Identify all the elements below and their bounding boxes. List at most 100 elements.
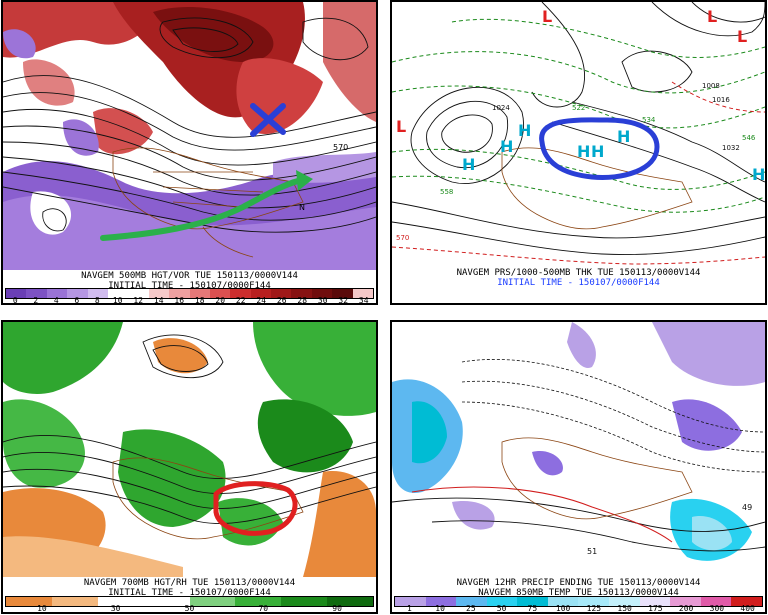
colorbar-label: 2	[33, 296, 39, 305]
label-522: 522	[572, 104, 585, 112]
green-arrow-head	[296, 170, 313, 191]
label-570: 570	[396, 234, 409, 242]
colorbar-label: 400	[740, 604, 755, 613]
high-marker-atlantic: H	[752, 165, 765, 184]
high-marker-plains-1: H	[500, 137, 513, 156]
colorbar-label: 16	[174, 296, 185, 305]
colorbar-swatch	[639, 597, 671, 606]
colorbar-swatch	[486, 597, 518, 606]
colorbar-swatch	[311, 289, 333, 298]
colorbar-swatch	[425, 597, 457, 606]
colorbar-label: 26	[276, 296, 287, 305]
colorbar-swatch	[456, 597, 487, 606]
colorbar-label: 10	[112, 296, 123, 305]
high-marker-center-1: H	[577, 142, 590, 161]
colorbar-swatch	[731, 597, 762, 606]
colorbar-swatch	[46, 289, 68, 298]
label-558: 558	[440, 188, 453, 196]
label-1032: 1032	[722, 144, 740, 152]
colorbar-swatch	[250, 289, 272, 298]
panel-precip-temperature: 49 51 NAVGEM 12HR PRECIP ENDING TUE 1501…	[390, 320, 767, 614]
low-marker-1: L	[707, 7, 717, 26]
colorbar-swatch	[578, 597, 610, 606]
blue-high-pressure-outline	[539, 117, 660, 181]
colorbar-label: 34	[358, 296, 369, 305]
colorbar-label: 25	[466, 604, 476, 613]
colorbar-swatch	[235, 597, 282, 606]
precip-colorbar	[394, 596, 763, 607]
colorbar-label: 30	[317, 296, 328, 305]
label-1008: 1008	[702, 82, 720, 90]
colorbar-swatch	[107, 289, 129, 298]
high-marker-east: H	[617, 127, 630, 146]
low-marker-2: L	[737, 27, 747, 46]
colorbar-label: 0	[12, 296, 18, 305]
colorbar-swatch	[271, 289, 292, 298]
caption-title: NAVGEM 12HR PRECIP ENDING TUE 150113/000…	[456, 578, 701, 588]
colorbar-swatch	[281, 597, 328, 606]
label-546: 546	[742, 134, 756, 142]
high-marker-plains-2: H	[518, 121, 531, 140]
colorbar-label: 75	[527, 604, 538, 613]
colorbar-label: 8	[94, 296, 100, 305]
label-534: 534	[642, 116, 656, 124]
colorbar-swatch	[148, 289, 170, 298]
caption-title: NAVGEM 500MB HGT/VOR TUE 150113/0000V144	[81, 271, 298, 281]
colorbar-label: 10	[37, 604, 47, 613]
colorbar-label: 175	[648, 604, 663, 613]
caption-subtitle: NAVGEM 850MB TEMP TUE 150113/0000V144	[478, 588, 679, 598]
colorbar-swatch	[169, 289, 190, 298]
temp-label-49: 49	[742, 503, 752, 512]
colorbar-swatch	[332, 289, 353, 298]
humidity-map	[3, 322, 376, 577]
colorbar-label: 12	[133, 296, 144, 305]
vorticity-colorbar	[5, 288, 374, 299]
colorbar-label: 10	[435, 604, 445, 613]
caption-initial-time: INITIAL TIME - 150107/0000F144	[497, 278, 660, 288]
colorbar-swatch	[517, 597, 548, 606]
vorticity-colorbar-labels: 0 2 4 6 8 10 12 14 16 18 20 22 24 26 28 30 32 34	[5, 296, 374, 305]
colorbar-swatch	[352, 289, 374, 298]
colorbar-label: 70	[258, 604, 269, 613]
contour-label-570: 570	[333, 143, 348, 152]
colorbar-swatch	[97, 597, 144, 606]
colorbar-swatch	[670, 597, 701, 606]
colorbar-label: 50	[184, 604, 195, 613]
colorbar-label: 100	[555, 604, 571, 613]
colorbar-label: 6	[74, 296, 80, 305]
colorbar-label: 20	[215, 296, 226, 305]
colorbar-label: 125	[586, 604, 602, 613]
colorbar-swatch	[6, 289, 27, 298]
panel-500mb-vorticity: 570 N NAVGEM 500MB HGT/VOR TUE 150113/00…	[1, 0, 378, 305]
pressure-map: H H H H H H H L L L L 558 570 1032 1016 …	[392, 2, 765, 270]
colorbar-swatch	[291, 289, 312, 298]
colorbar-swatch	[87, 289, 108, 298]
colorbar-swatch	[700, 597, 732, 606]
colorbar-label: 300	[709, 604, 725, 613]
colorbar-label: 32	[338, 296, 349, 305]
colorbar-swatch	[609, 597, 640, 606]
colorbar-label: 18	[194, 296, 205, 305]
panel-pressure-thickness: H H H H H H H L L L L 558 570 1032 1016 …	[390, 0, 767, 305]
colorbar-swatch	[6, 597, 52, 606]
colorbar-label: 24	[256, 296, 267, 305]
marker-n: N	[299, 203, 305, 212]
colorbar-swatch	[189, 289, 210, 298]
colorbar-swatch	[327, 597, 373, 606]
caption-initial-time: INITIAL TIME - 150107/0000F144	[108, 281, 271, 291]
precip-colorbar-labels: 1 10 25 50 75 100 125 150 175 200 300 400	[394, 604, 763, 613]
colorbar-swatch	[209, 289, 231, 298]
colorbar-label: 200	[678, 604, 694, 613]
vorticity-map: 570 N	[3, 2, 376, 270]
precip-map: 49 51	[392, 322, 765, 577]
label-1016: 1016	[712, 96, 730, 104]
humidity-colorbar	[5, 596, 374, 607]
colorbar-swatch	[128, 289, 149, 298]
colorbar-label: 90	[332, 604, 342, 613]
colorbar-label: 1	[406, 604, 412, 613]
label-1024: 1024	[492, 104, 510, 112]
caption-title: NAVGEM 700MB HGT/RH TUE 150113/0000V144	[83, 578, 296, 588]
colorbar-label: 22	[235, 296, 246, 305]
colorbar-swatch	[51, 597, 98, 606]
low-marker-3: L	[542, 7, 552, 26]
